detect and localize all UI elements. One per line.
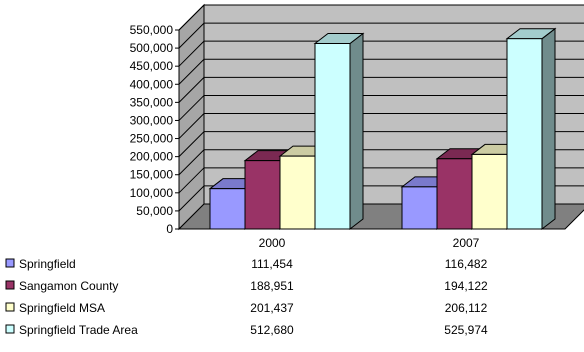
y-tick-label: 150,000 [130, 168, 174, 182]
x-tick-label: 2000 [259, 236, 286, 250]
bar-side [349, 32, 364, 231]
legend-swatch [5, 324, 15, 334]
x-tick-label: 2007 [453, 236, 480, 250]
bar [471, 153, 508, 230]
gridline [178, 94, 584, 121]
y-tick-label: 400,000 [130, 77, 174, 91]
gridline [178, 131, 584, 157]
y-tick-label: 100,000 [130, 186, 174, 200]
bar [244, 160, 281, 230]
data-table-value: 188,951 [250, 279, 294, 293]
legend-swatch [5, 280, 15, 290]
data-table-value: 525,974 [444, 323, 488, 337]
bar [436, 158, 473, 230]
legend-swatch [5, 302, 15, 312]
y-tick-label: 250,000 [130, 132, 174, 146]
legend-label: Sangamon County [19, 279, 118, 293]
gridline [178, 113, 584, 139]
data-table-value: 111,454 [251, 257, 293, 271]
data-table-value: 206,112 [445, 301, 488, 315]
legend-label: Springfield [19, 257, 76, 271]
legend-label: Springfield Trade Area [19, 323, 138, 337]
bar [209, 188, 246, 230]
data-table-value: 201,437 [250, 301, 294, 315]
y-tick-label: 0 [166, 222, 173, 236]
data-table-value: 194,122 [444, 279, 488, 293]
y-tick-label: 500,000 [130, 41, 174, 55]
legend-swatch [5, 258, 15, 268]
gridline [178, 40, 584, 67]
gridline [178, 76, 584, 103]
bar [401, 186, 438, 230]
bar-side [541, 27, 556, 231]
y-tick-label: 200,000 [130, 150, 174, 164]
bar [279, 155, 316, 230]
y-tick-label: 450,000 [130, 59, 174, 73]
data-table-value: 116,482 [445, 257, 488, 271]
legend-label: Springfield MSA [19, 301, 105, 315]
y-tick-label: 550,000 [130, 23, 174, 37]
bar [506, 38, 543, 230]
gridline [178, 22, 584, 49]
data-table-value: 512,680 [250, 323, 294, 337]
gridline [178, 4, 584, 31]
y-tick-label: 300,000 [130, 113, 174, 127]
y-tick-label: 350,000 [130, 95, 174, 109]
y-tick-label: 50,000 [136, 204, 173, 218]
gridline [178, 58, 584, 85]
bar [314, 43, 351, 230]
